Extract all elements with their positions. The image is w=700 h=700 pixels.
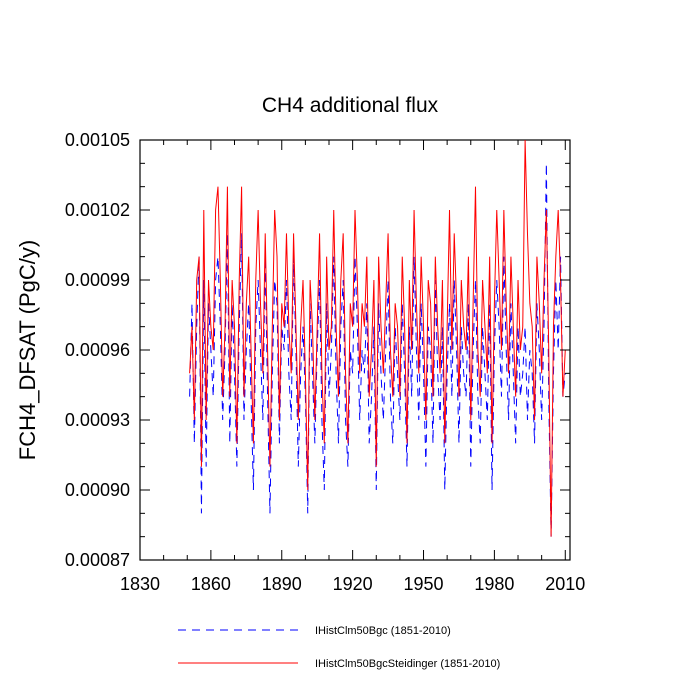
- y-tick-label: 0.00096: [65, 340, 130, 360]
- y-tick-label: 0.00102: [65, 200, 130, 220]
- series-line-2: [189, 139, 566, 537]
- legend: IHistClm50Bgc (1851-2010) IHistClm50BgcS…: [178, 625, 500, 670]
- legend-label-series-1: IHistClm50Bgc (1851-2010): [315, 625, 451, 637]
- x-tick-label: 1980: [474, 574, 514, 594]
- y-tick-label: 0.00090: [65, 480, 130, 500]
- series-layer: [189, 139, 566, 537]
- x-tick-label: 1890: [262, 574, 302, 594]
- y-tick-label: 0.00087: [65, 550, 130, 570]
- x-tick-label: 1920: [333, 574, 373, 594]
- y-axis: 0.00087 0.00090 0.00093 0.00096 0.00099 0.001…: [65, 130, 570, 570]
- y-axis-label: FCH4_DFSAT (PgC/y): [15, 240, 40, 460]
- chart-title: CH4 additional flux: [262, 94, 439, 117]
- x-tick-label: 1950: [403, 574, 443, 594]
- x-tick-label: 1830: [120, 574, 160, 594]
- series-line-1: [189, 163, 566, 537]
- y-tick-label: 0.00093: [65, 410, 130, 430]
- legend-label-series-2: IHistClm50BgcSteidinger (1851-2010): [315, 658, 500, 670]
- x-tick-label: 2010: [545, 574, 585, 594]
- y-tick-label: 0.00099: [65, 270, 130, 290]
- x-tick-label: 1860: [191, 574, 231, 594]
- x-axis: 1830 1860 1890 1920 1950 1980 2010: [120, 140, 585, 594]
- y-tick-label: 0.00105: [65, 130, 130, 150]
